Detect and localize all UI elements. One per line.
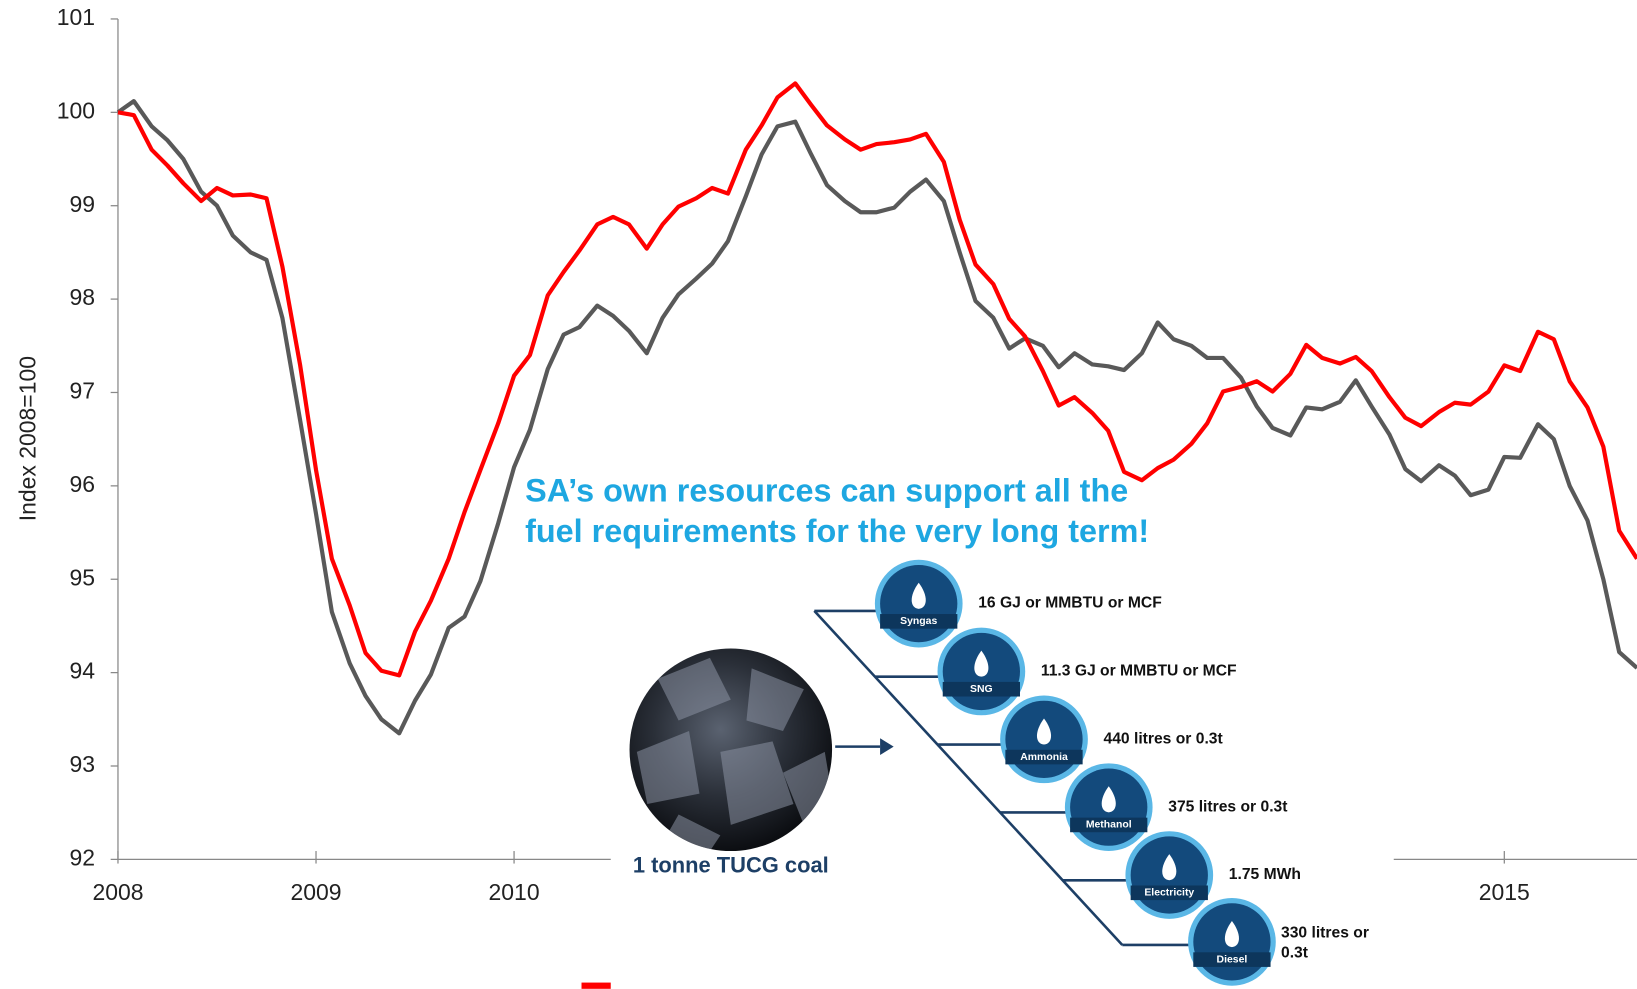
y-axis-label: Index 2008=100	[14, 356, 40, 521]
y-tick-label: 95	[69, 564, 95, 590]
legend-swatch	[582, 983, 611, 989]
y-tick-label: 98	[69, 284, 95, 310]
y-tick-label: 97	[69, 378, 95, 404]
y-tick-label: 94	[69, 658, 95, 684]
product-name: Methanol	[1086, 820, 1132, 831]
x-tick-label: 2010	[489, 879, 540, 905]
source-label: 1 tonne TUCG coal	[633, 852, 829, 877]
y-tick-label: 93	[69, 751, 95, 777]
headline-box: SA’s own resources can support all the f…	[525, 470, 1162, 606]
product-yield: 440 litres or 0.3t	[1104, 730, 1224, 747]
product-name: Ammonia	[1020, 752, 1068, 763]
x-tick-label: 2009	[290, 879, 341, 905]
product-yield: 330 litres or 0.3t	[1281, 923, 1375, 963]
y-tick-label: 92	[69, 844, 95, 870]
y-tick-label: 101	[57, 4, 95, 30]
product-yield-box: 330 litres or 0.3t	[1281, 923, 1375, 969]
product-name: SNG	[970, 684, 993, 695]
headline: SA’s own resources can support all the f…	[525, 470, 1162, 551]
product-name: Diesel	[1217, 954, 1248, 965]
chart: Index 2008=100 92 93 94 95 96 97 98 99 100 101 200…	[0, 0, 1637, 989]
y-tick-label: 96	[69, 471, 95, 497]
product-yield: 11.3 GJ or MMBTU or MCF	[1041, 663, 1237, 680]
x-tick-label: 2008	[92, 879, 143, 905]
product-yield: 375 litres or 0.3t	[1168, 798, 1288, 815]
y-tick-label: 99	[69, 191, 95, 217]
product-name: Syngas	[900, 616, 937, 627]
product-name: Electricity	[1144, 888, 1194, 899]
page: Index 2008=100 92 93 94 95 96 97 98 99 100 101 200…	[0, 0, 1637, 989]
x-tick-label: 2015	[1479, 879, 1530, 905]
y-tick-label: 100	[57, 97, 95, 123]
product-yield: 1.75 MWh	[1229, 866, 1301, 883]
